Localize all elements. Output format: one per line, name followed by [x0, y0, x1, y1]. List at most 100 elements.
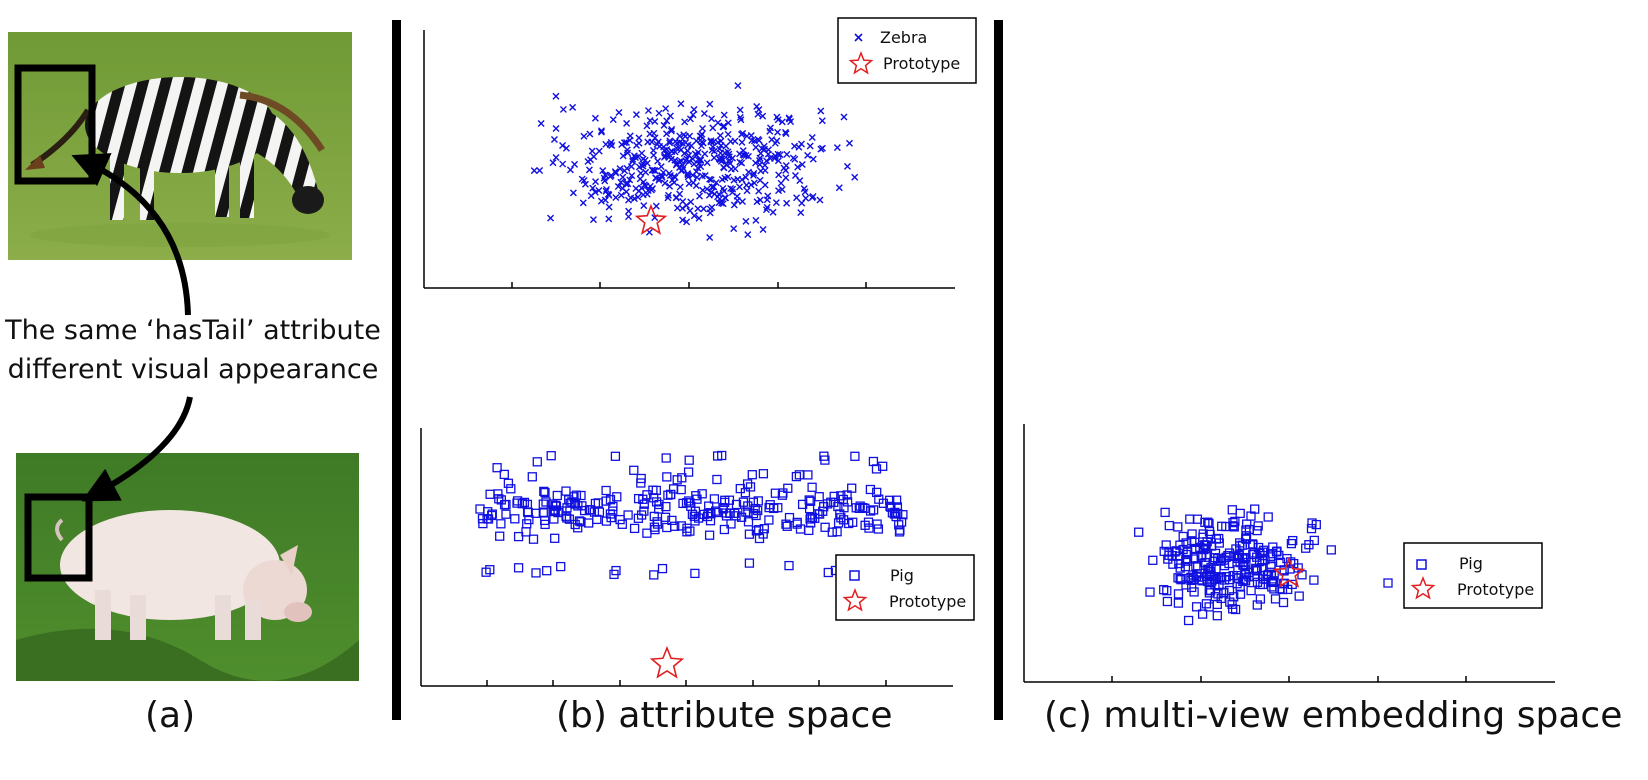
zebra-point — [549, 159, 557, 167]
pig-embedding-point — [1162, 586, 1172, 596]
pig-point — [684, 455, 694, 465]
pig-embedding-point — [1268, 576, 1278, 586]
attribute-note: The same ‘hasTail’ attribute different v… — [0, 311, 388, 389]
pig-embedding-point — [1230, 516, 1240, 527]
pig-embedding-point — [1263, 512, 1273, 522]
pig-point — [891, 495, 902, 505]
zebra-point — [787, 118, 795, 126]
legend-b-top-prototype: Prototype — [883, 54, 961, 73]
pig-point — [532, 457, 542, 467]
pig-embedding-point — [1294, 591, 1304, 601]
zebra-point — [609, 116, 617, 124]
c-scatter — [1134, 504, 1393, 626]
zebra-point — [772, 199, 780, 207]
pig-embedding-point — [1164, 520, 1174, 531]
zebra-point — [771, 139, 779, 147]
pig-point — [561, 486, 571, 496]
zebra-point — [743, 187, 751, 195]
zebra-point — [764, 192, 772, 200]
zebra-point — [774, 157, 782, 165]
zebra-point — [619, 184, 627, 192]
pig-point — [682, 527, 692, 537]
b-top-axes — [423, 30, 955, 289]
zebra-point — [641, 156, 649, 164]
zebra-point — [701, 172, 709, 179]
pig-point — [747, 470, 757, 480]
pig-point — [731, 499, 742, 510]
zebra-point — [759, 226, 767, 234]
zebra-point — [637, 169, 645, 177]
zebra-point — [612, 169, 620, 177]
b-top-prototype — [634, 203, 668, 235]
pig-point — [652, 519, 663, 529]
pig-point — [550, 533, 560, 543]
pig-embedding-point — [1274, 550, 1284, 561]
pig-embedding-point — [1145, 587, 1155, 597]
zebra-point — [537, 120, 545, 128]
pig-point — [745, 482, 756, 492]
pig-point — [557, 506, 567, 516]
pig-point — [475, 504, 485, 514]
zebra-point — [673, 160, 681, 168]
pig-point — [493, 489, 503, 499]
caption-a: (a) — [145, 695, 196, 736]
pig-point — [855, 501, 865, 511]
zebra-point — [800, 185, 808, 193]
zebra-point — [657, 163, 665, 171]
pig-embedding-point — [1173, 589, 1184, 599]
zebra-point — [624, 213, 632, 221]
zebra-point — [701, 150, 709, 158]
zebra-point — [666, 137, 674, 145]
zebra-point — [686, 207, 694, 215]
pig-point — [754, 525, 764, 535]
zebra-point — [679, 161, 687, 169]
zebra-point — [622, 139, 630, 147]
pig-point — [794, 470, 805, 480]
pig-embedding-point — [1197, 550, 1207, 561]
zebra-point — [591, 114, 599, 122]
pig-embedding-point — [1204, 518, 1214, 529]
pig-embedding-point — [1239, 575, 1249, 585]
zebra-point — [806, 142, 814, 150]
zebra-point — [632, 185, 640, 193]
zebra-point — [684, 147, 692, 155]
zebra-point — [670, 178, 678, 186]
zebra-point — [730, 225, 738, 233]
zebra-point — [678, 139, 686, 147]
pig-point — [601, 516, 612, 526]
pig-embedding-point — [1253, 521, 1263, 531]
zebra-point — [737, 116, 745, 124]
pig-point — [570, 499, 581, 509]
zebra-point — [626, 176, 634, 184]
zebra-point — [762, 206, 770, 214]
pig-point — [712, 451, 723, 461]
zebra-point — [845, 139, 853, 147]
pig-point — [601, 496, 611, 506]
pig-point — [636, 510, 647, 520]
pig-embedding-point — [1185, 514, 1195, 524]
zebra-point — [808, 134, 816, 141]
caption-b: (b) attribute space — [556, 695, 893, 736]
pig-point — [540, 519, 550, 530]
zebra-point — [818, 117, 826, 125]
zebra-point — [794, 163, 802, 171]
zebra-point — [774, 150, 782, 158]
pig-point — [871, 464, 882, 474]
zebra-point — [840, 113, 848, 121]
pig-embedding-point — [1257, 556, 1267, 566]
zebra-point — [599, 167, 607, 175]
zebra-point — [817, 107, 825, 115]
pig-point — [538, 508, 548, 518]
zebra-point — [643, 122, 651, 130]
zebra-point — [778, 118, 786, 126]
pig-point — [541, 497, 551, 507]
zebra-point — [639, 160, 647, 168]
pig-embedding-point — [1275, 557, 1286, 567]
pig-embedding-point — [1242, 519, 1252, 529]
zebra-point — [750, 169, 758, 177]
pig-point — [709, 494, 720, 504]
zebra-point — [694, 205, 702, 213]
pig-embedding-point — [1241, 560, 1251, 570]
pig-embedding-point — [1383, 578, 1393, 588]
